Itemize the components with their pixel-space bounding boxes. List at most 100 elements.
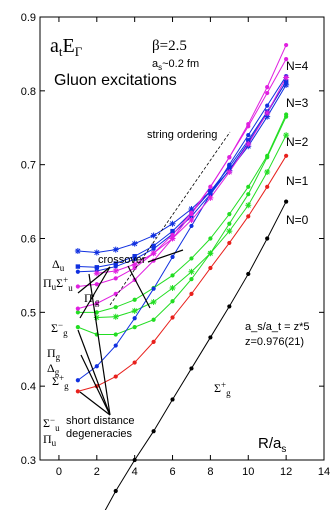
data-point-10-2 — [113, 276, 118, 281]
state-labels: Δu ΠuΣ+u Π'g Σ−g Πg Δg Σ+g Σ−u Πu Σ+g — [43, 257, 231, 448]
end-label-n2: N=2 — [286, 135, 309, 149]
end-label-n4: N=4 — [286, 59, 309, 73]
ratio-label: a_s/a_t = z*5 — [245, 321, 310, 333]
data-point-2-4 — [151, 317, 156, 322]
data-point-0-9 — [265, 236, 270, 241]
x-tick-label: 4 — [132, 466, 138, 478]
data-point-4-9 — [264, 169, 271, 176]
data-point-5-3 — [132, 316, 137, 321]
data-point-8-3 — [131, 240, 138, 247]
data-point-4-0 — [93, 314, 100, 321]
data-point-1-11 — [284, 153, 289, 158]
beta-label: β=2.5 — [152, 38, 187, 54]
x-tick-label: 10 — [242, 466, 254, 478]
annotation-arrows — [77, 249, 184, 416]
series-line-0 — [104, 201, 287, 510]
data-point-8-10 — [264, 113, 271, 120]
string-ordering-line — [109, 131, 231, 306]
x-tick-label: 14 — [318, 466, 330, 478]
data-point-10-10 — [265, 85, 270, 90]
data-point-3-11 — [284, 112, 289, 117]
data-point-1-7 — [208, 265, 213, 271]
data-point-0-7 — [227, 304, 232, 309]
end-label-n1: N=1 — [286, 174, 309, 188]
data-point-9-0 — [75, 306, 80, 311]
data-point-2-8 — [227, 221, 232, 226]
x-tick-label: 12 — [280, 466, 292, 478]
data-point-7-1 — [94, 265, 99, 270]
data-point-1-10 — [265, 184, 270, 189]
y-tick-label: 0.6 — [21, 234, 36, 246]
data-point-8-11 — [283, 81, 290, 88]
data-point-7-3 — [132, 254, 137, 259]
data-point-11-0 — [93, 270, 100, 277]
data-point-3-5 — [170, 273, 175, 278]
data-point-1-9 — [246, 214, 251, 219]
data-point-3-6 — [189, 256, 194, 261]
data-point-11-5 — [188, 217, 195, 224]
series-markers — [74, 42, 290, 494]
data-point-7-8 — [227, 164, 232, 170]
data-point-0-2 — [132, 457, 137, 463]
data-point-6-0 — [75, 269, 80, 274]
data-point-4-5 — [188, 268, 195, 275]
series-line-1 — [77, 155, 287, 392]
data-point-3-10 — [265, 153, 270, 158]
end-label-n3: N=3 — [286, 96, 309, 110]
data-point-1-4 — [151, 339, 156, 344]
x-axis-label: R/as — [258, 435, 286, 455]
data-point-10-9 — [246, 121, 251, 127]
label-delta-g: Δg — [47, 361, 60, 377]
data-point-10-6 — [189, 210, 194, 215]
as-label: as~0.2 fm — [152, 58, 199, 72]
data-point-3-3 — [132, 297, 137, 302]
data-point-0-3 — [151, 429, 156, 434]
data-point-11-2 — [131, 261, 138, 268]
series-line-6 — [77, 80, 287, 273]
data-point-11-7 — [226, 169, 233, 176]
data-point-2-9 — [246, 192, 251, 197]
data-point-11-1 — [112, 267, 119, 274]
data-point-7-9 — [246, 138, 251, 143]
data-point-7-0 — [75, 264, 81, 269]
data-point-11-9 — [264, 109, 271, 116]
data-point-0-5 — [189, 366, 194, 371]
series-lines — [77, 44, 287, 510]
y-tick-label: 0.4 — [21, 381, 36, 393]
subtitle: Gluon excitations — [54, 72, 177, 89]
data-point-2-0 — [75, 325, 80, 330]
data-point-11-3 — [150, 250, 157, 257]
data-point-5-10 — [265, 103, 270, 108]
data-point-0-8 — [246, 271, 251, 277]
data-point-0-6 — [208, 335, 213, 340]
data-point-8-5 — [169, 220, 176, 227]
label-sigma-u-minus: Σ−u — [43, 415, 60, 433]
data-point-5-5 — [170, 254, 175, 260]
data-point-1-8 — [227, 240, 232, 246]
data-point-4-8 — [245, 202, 252, 209]
title-energy: atEΓ — [50, 35, 83, 59]
data-point-0-10 — [284, 199, 289, 204]
series-line-5 — [77, 75, 287, 381]
data-point-7-2 — [113, 261, 118, 266]
data-point-7-5 — [170, 228, 175, 234]
data-point-4-3 — [150, 298, 157, 305]
data-point-3-2 — [113, 305, 118, 310]
data-point-4-4 — [169, 284, 176, 291]
data-point-8-4 — [150, 232, 157, 239]
y-tick-label: 0.3 — [21, 455, 36, 467]
y-tick-label: 0.7 — [21, 160, 36, 172]
data-point-1-6 — [189, 291, 194, 296]
data-point-0-4 — [170, 397, 175, 402]
series-line-2 — [77, 116, 287, 335]
data-point-4-2 — [131, 307, 138, 314]
data-point-0-1 — [113, 488, 118, 494]
x-tick-label: 8 — [207, 466, 213, 478]
data-point-11-8 — [245, 140, 252, 147]
data-point-5-0 — [75, 378, 80, 383]
data-point-9-11 — [284, 56, 289, 62]
series-line-8 — [77, 84, 287, 254]
data-point-9-1 — [94, 301, 99, 306]
data-point-8-0 — [74, 248, 81, 255]
label-pi-g-prime: Π'g — [84, 291, 100, 307]
